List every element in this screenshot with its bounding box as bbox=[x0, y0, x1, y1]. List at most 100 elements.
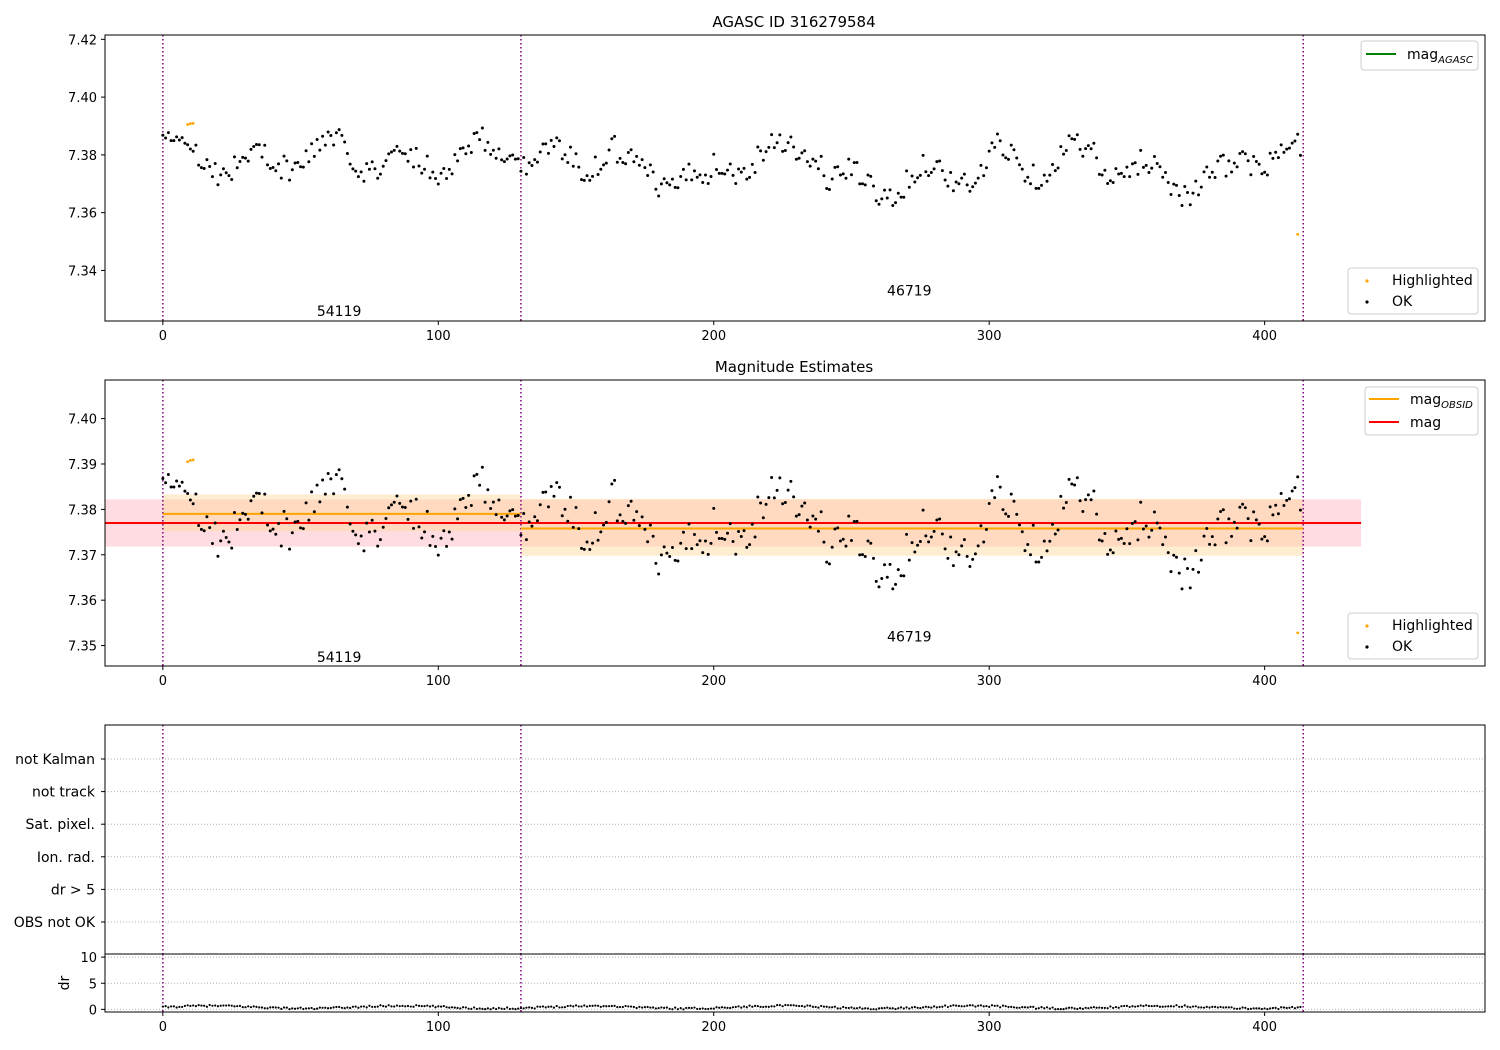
dr-point bbox=[517, 1007, 520, 1010]
ok-point bbox=[1067, 134, 1071, 138]
panel-agasc: AGASC ID 316279584 54119 46719 0 100 200 300… bbox=[68, 13, 1486, 344]
ok-point bbox=[772, 146, 776, 150]
ok-point bbox=[1103, 531, 1107, 535]
ok-point bbox=[604, 520, 608, 524]
dr-point bbox=[1040, 1006, 1043, 1009]
ok-point bbox=[367, 167, 371, 171]
highlighted-point bbox=[186, 460, 190, 464]
ok-point bbox=[905, 532, 909, 536]
ok-point bbox=[1075, 133, 1079, 137]
ok-point bbox=[1210, 170, 1214, 174]
ok-point bbox=[1103, 168, 1107, 172]
ok-point bbox=[877, 202, 881, 206]
legend-mag-agasc-label: magAGASC bbox=[1407, 47, 1473, 66]
dr-point bbox=[1045, 1006, 1049, 1009]
ok-point bbox=[701, 180, 705, 184]
ok-point bbox=[651, 534, 655, 538]
ok-point bbox=[1111, 180, 1115, 184]
ok-point bbox=[1089, 147, 1093, 151]
dr-point bbox=[547, 1005, 550, 1008]
dr-point bbox=[767, 1005, 770, 1008]
ok-point bbox=[632, 518, 636, 522]
ok-point bbox=[310, 142, 314, 146]
x-tick-label: 400 bbox=[1252, 1020, 1277, 1035]
legend-mag-label: mag bbox=[1410, 415, 1441, 431]
ok-point bbox=[1139, 500, 1143, 504]
ok-point bbox=[323, 492, 327, 496]
dr-point bbox=[1169, 1005, 1173, 1008]
ok-point bbox=[483, 500, 487, 504]
ok-point bbox=[1097, 538, 1101, 542]
dr-point bbox=[1191, 1005, 1195, 1008]
dr-point bbox=[596, 1004, 600, 1007]
ok-point bbox=[326, 471, 330, 475]
ok-point bbox=[924, 170, 928, 174]
ok-point bbox=[384, 159, 388, 163]
ok-point bbox=[993, 496, 997, 500]
dr-point bbox=[1227, 1006, 1230, 1009]
ok-point bbox=[1006, 157, 1010, 161]
ok-point bbox=[827, 562, 831, 566]
ok-point bbox=[378, 538, 382, 542]
dr-point bbox=[1098, 1006, 1101, 1009]
ok-point bbox=[643, 527, 647, 531]
ok-point bbox=[916, 543, 920, 547]
ok-point bbox=[406, 159, 410, 163]
dr-point bbox=[759, 1005, 762, 1009]
dr-point bbox=[624, 1004, 627, 1008]
ok-point bbox=[962, 538, 966, 542]
ok-point bbox=[1293, 486, 1297, 490]
dr-point bbox=[594, 1004, 597, 1007]
ok-point bbox=[249, 147, 253, 151]
dr-point bbox=[181, 1005, 184, 1009]
ok-point bbox=[1243, 152, 1247, 156]
dr-point bbox=[745, 1006, 748, 1009]
dr-point bbox=[798, 1004, 801, 1008]
y-tick-label: 7.40 bbox=[68, 91, 97, 106]
ok-point bbox=[960, 544, 964, 548]
ok-point bbox=[591, 541, 595, 545]
dr-point bbox=[883, 1006, 886, 1010]
ok-point bbox=[186, 143, 190, 147]
ok-point bbox=[1006, 514, 1010, 518]
ok-point bbox=[453, 507, 457, 511]
ok-point bbox=[365, 162, 369, 166]
ok-point bbox=[414, 497, 418, 501]
ok-point bbox=[717, 171, 721, 175]
ok-point bbox=[1004, 512, 1008, 516]
ok-point bbox=[902, 195, 906, 199]
ok-point bbox=[563, 507, 567, 511]
ok-point bbox=[373, 529, 377, 533]
ok-point bbox=[918, 173, 922, 177]
dr-point bbox=[1029, 1005, 1032, 1008]
dr-point bbox=[1244, 1006, 1247, 1009]
ok-point bbox=[712, 506, 716, 510]
ok-point bbox=[885, 196, 889, 200]
ok-point bbox=[1172, 182, 1176, 186]
ok-point bbox=[1221, 508, 1225, 512]
ok-point bbox=[1056, 528, 1060, 532]
dr-point bbox=[1092, 1006, 1095, 1009]
ok-point bbox=[1152, 510, 1156, 514]
ok-point bbox=[1034, 560, 1038, 564]
ok-point bbox=[1031, 163, 1035, 167]
flag-row-label: not Kalman bbox=[15, 752, 95, 768]
ok-point bbox=[348, 162, 352, 166]
dr-point bbox=[1095, 1006, 1098, 1009]
ok-point bbox=[1075, 476, 1079, 480]
ok-point bbox=[395, 144, 399, 148]
ok-point bbox=[905, 169, 909, 173]
dr-point bbox=[1238, 1007, 1241, 1010]
dr-point bbox=[720, 1006, 724, 1009]
ok-point bbox=[296, 519, 300, 523]
dr-point bbox=[1101, 1006, 1104, 1009]
ok-point bbox=[1169, 193, 1173, 197]
ok-point bbox=[384, 516, 388, 520]
ok-point bbox=[662, 177, 666, 181]
ok-point bbox=[894, 582, 898, 586]
dr-point bbox=[729, 1006, 732, 1010]
ok-point bbox=[345, 505, 349, 509]
dr-point bbox=[872, 1008, 875, 1011]
ok-point bbox=[1213, 543, 1217, 547]
ok-point bbox=[1188, 203, 1192, 207]
